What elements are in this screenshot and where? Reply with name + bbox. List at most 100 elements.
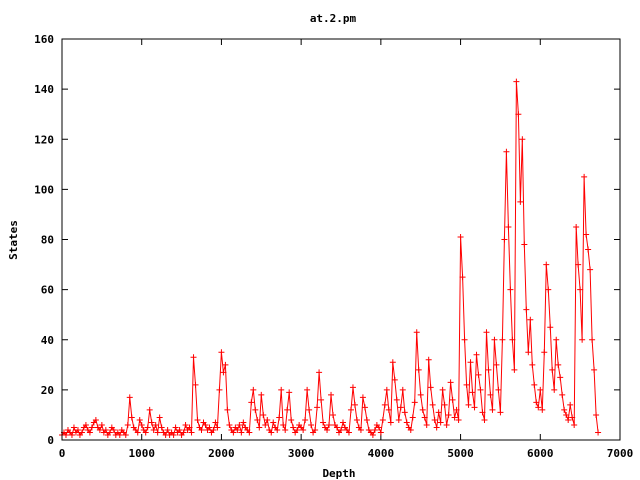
data-point	[423, 421, 430, 428]
data-point	[503, 148, 510, 155]
data-point	[393, 396, 400, 403]
data-point	[409, 414, 416, 421]
data-point	[210, 426, 217, 433]
data-point	[425, 356, 432, 363]
data-point	[523, 306, 530, 313]
data-point	[577, 286, 584, 293]
data-point	[515, 111, 522, 118]
data-point	[573, 223, 580, 230]
x-tick-label: 7000	[607, 447, 634, 460]
data-point	[268, 429, 275, 436]
data-point	[240, 419, 247, 426]
x-tick-label: 0	[59, 447, 66, 460]
data-point	[385, 406, 392, 413]
data-point	[571, 421, 578, 428]
data-point	[533, 399, 540, 406]
data-point	[443, 421, 450, 428]
data-point	[74, 426, 81, 433]
data-point	[447, 379, 454, 386]
data-point	[122, 431, 129, 438]
data-point	[286, 389, 293, 396]
data-point	[475, 371, 482, 378]
data-point	[194, 416, 201, 423]
data-point	[224, 406, 231, 413]
y-tick-label: 140	[34, 83, 54, 96]
data-point	[383, 386, 390, 393]
data-point	[306, 406, 313, 413]
data-point	[375, 424, 382, 431]
data-point	[345, 429, 352, 436]
data-point	[589, 336, 596, 343]
data-point	[180, 429, 187, 436]
data-point	[78, 429, 85, 436]
x-tick-label: 1000	[128, 447, 155, 460]
series-line	[61, 81, 599, 437]
data-point	[377, 429, 384, 436]
data-point	[264, 416, 271, 423]
data-point	[387, 419, 394, 426]
data-point	[595, 429, 602, 436]
data-point	[431, 416, 438, 423]
data-point	[246, 429, 253, 436]
data-point	[68, 431, 75, 438]
data-point	[463, 381, 470, 388]
y-tick-label: 100	[34, 183, 54, 196]
data-point	[395, 416, 402, 423]
data-point	[551, 386, 558, 393]
data-point	[567, 401, 574, 408]
data-point	[172, 424, 179, 431]
data-point	[102, 426, 109, 433]
data-point	[282, 426, 289, 433]
data-point	[88, 424, 95, 431]
data-point	[98, 421, 105, 428]
data-point	[401, 409, 408, 416]
data-point	[543, 261, 550, 268]
data-point	[312, 426, 319, 433]
data-point	[236, 421, 243, 428]
data-point	[477, 386, 484, 393]
data-point	[441, 401, 448, 408]
data-point	[351, 401, 358, 408]
data-point	[465, 401, 472, 408]
plot-frame	[61, 38, 621, 441]
data-point	[148, 419, 155, 426]
data-point	[411, 399, 418, 406]
data-point	[202, 421, 209, 428]
data-point	[509, 336, 516, 343]
data-point	[300, 426, 307, 433]
data-point	[226, 421, 233, 428]
data-point	[328, 391, 335, 398]
data-point	[495, 386, 502, 393]
data-point	[379, 416, 386, 423]
data-point	[397, 404, 404, 411]
data-point	[399, 386, 406, 393]
data-point	[479, 409, 486, 416]
data-point	[110, 426, 117, 433]
x-tick-label: 2000	[208, 447, 235, 460]
data-point	[124, 421, 131, 428]
data-point	[326, 421, 333, 428]
data-point	[413, 329, 420, 336]
data-point	[429, 401, 436, 408]
y-tick-label: 160	[34, 33, 54, 46]
y-tick-label: 0	[47, 434, 54, 447]
data-point	[222, 361, 229, 368]
data-point	[487, 391, 494, 398]
data-point	[258, 391, 265, 398]
data-point	[262, 421, 269, 428]
data-point	[481, 416, 488, 423]
data-point	[338, 426, 344, 433]
data-point	[138, 421, 145, 428]
data-point	[116, 431, 123, 438]
data-point	[403, 419, 410, 426]
y-tick-label: 120	[34, 133, 54, 146]
data-point	[491, 336, 498, 343]
data-point	[106, 429, 113, 436]
data-point	[455, 416, 462, 423]
data-point	[260, 411, 267, 418]
data-point	[499, 336, 506, 343]
x-tick-label: 3000	[288, 447, 315, 460]
data-point	[276, 414, 283, 421]
data-point	[591, 366, 598, 373]
data-point	[407, 426, 414, 433]
